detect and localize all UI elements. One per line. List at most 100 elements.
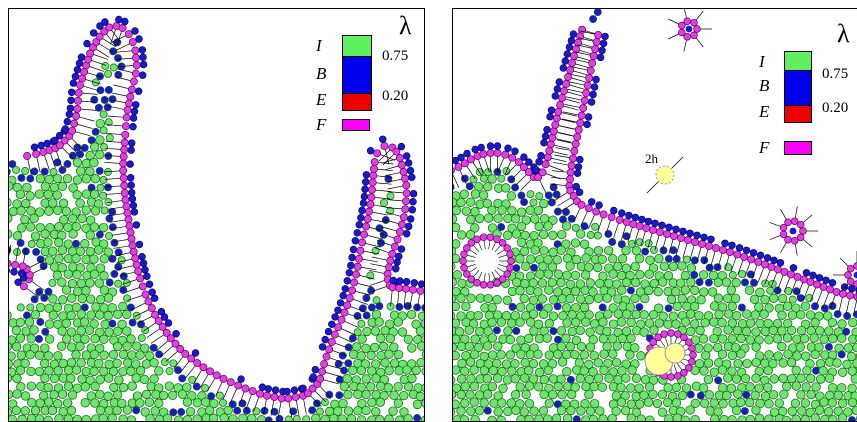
surface-normal [561,118,579,123]
fluid-particle [539,375,549,385]
fluid-particle [95,118,105,129]
fluid-particle [810,317,820,328]
surface-normal [104,170,122,173]
fluid-particle [543,269,553,279]
fluid-particle [63,253,74,264]
fluid-particle [140,407,150,417]
fluid-particle [344,359,353,368]
fluid-particle [526,254,536,264]
fluid-particle [95,166,104,175]
fluid-particle [802,365,812,376]
fluid-particle [648,310,659,320]
fluid-particle [421,383,424,392]
fluid-particle [796,294,805,303]
fluid-particle [353,328,362,337]
surface-normal [757,266,765,283]
fluid-particle [192,382,201,391]
smoothing-length-marker [646,156,684,194]
boundary-particle [135,35,143,43]
boundary-particle [299,384,307,392]
fluid-particle [66,373,76,383]
fluid-particle [9,389,14,400]
fluid-particle [740,407,749,416]
fluid-particle [185,406,196,417]
fluid-particle [746,270,755,279]
fluid-particle [533,287,543,297]
surface-normal [372,204,390,209]
surface-normal [744,261,751,278]
fluid-particle [334,360,343,368]
fluid-particle [53,399,63,409]
fluid-particle [89,269,100,279]
surface-particle [368,185,376,194]
fluid-particle [576,294,586,304]
fluid-particle [622,341,632,352]
fluid-particle [700,318,710,328]
fluid-particle [664,254,673,263]
fluid-particle [786,357,797,368]
fluid-particle [533,205,544,216]
fluid-particle [353,406,363,416]
surface-particle [649,226,657,235]
fluid-particle [553,269,563,279]
fluid-particle [717,270,727,281]
boundary-particle [735,244,744,252]
fluid-particle [113,309,123,319]
surface-normal [107,124,125,127]
boundary-particle [644,217,653,226]
surface-normal [353,290,371,296]
boundary-particle [809,271,817,279]
boundary-particle [129,122,137,131]
fluid-particle [599,365,609,375]
fluid-particle [367,397,377,408]
fluid-particle [549,183,558,192]
legend-value-high: 0.75 [382,48,409,64]
surface-normal [9,244,12,257]
fluid-particle [192,414,202,421]
surface-particle [799,227,807,235]
fluid-particle [9,213,13,223]
boundary-particle [392,265,400,273]
fluid-particle [357,398,367,409]
fluid-particle [89,254,99,264]
fluid-particle [557,390,567,400]
fluid-particle [413,414,422,421]
fluid-particle [493,213,503,223]
surface-particle [562,80,571,88]
surface-normal [75,123,93,129]
fluid-particle [103,311,113,321]
fluid-particle [565,294,575,304]
fluid-particle [383,383,394,393]
surface-normal [116,29,123,47]
fluid-particle [695,278,704,287]
surface-normal [109,219,127,223]
surface-normal [403,290,407,308]
surface-normal [409,291,414,309]
fluid-particle [811,302,819,311]
fluid-particle [473,310,483,321]
fluid-particle [506,398,516,408]
surface-particle [747,255,756,264]
smoothing-length-label: 2h [645,151,658,166]
fluid-particle [782,301,793,311]
surface-normal [105,140,123,143]
fluid-particle [608,269,618,279]
surface-normal [378,148,392,162]
fluid-particle [777,310,787,320]
surface-particle [270,393,279,401]
surface-normal [87,65,105,72]
boundary-particle [679,227,687,236]
fluid-particle [709,333,719,344]
surface-particle [136,274,145,283]
surface-normal [597,216,604,233]
surface-particle [683,17,691,25]
surface-particle [507,257,515,265]
surface-normal [270,398,275,416]
fluid-particle [828,415,838,421]
fluid-particle [94,278,104,288]
boundary-particle [379,135,387,144]
fluid-particle [80,334,90,344]
boundary-particle [309,373,317,381]
surface-normal [117,68,135,74]
fluid-particle [498,383,508,393]
